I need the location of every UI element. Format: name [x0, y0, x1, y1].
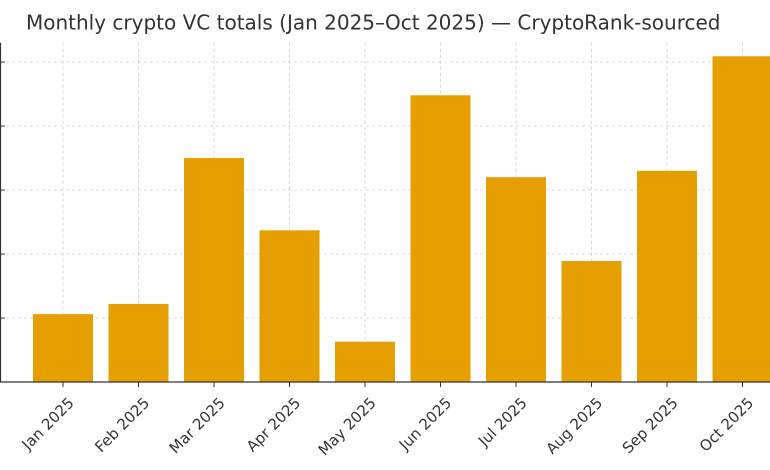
- chart-title: Monthly crypto VC totals (Jan 2025–Oct 2…: [26, 11, 720, 35]
- bar: [335, 341, 395, 382]
- bar: [33, 314, 93, 382]
- x-tick-label: Jan 2025: [18, 394, 78, 454]
- bar: [108, 303, 169, 382]
- x-tick-label: Jul 2025: [474, 394, 531, 451]
- x-tick-label: Feb 2025: [91, 394, 153, 456]
- x-tick-label: Oct 2025: [696, 394, 757, 455]
- bar: [259, 230, 320, 382]
- bar: [712, 56, 770, 383]
- bar: [184, 158, 244, 382]
- bar: [637, 170, 697, 382]
- bar: [561, 261, 622, 382]
- x-tick-label: Apr 2025: [243, 394, 304, 455]
- x-tick-label: Jun 2025: [395, 394, 455, 454]
- x-tick-label: Mar 2025: [166, 394, 229, 457]
- x-tick-label: Sep 2025: [619, 394, 682, 457]
- bar: [486, 177, 546, 382]
- x-tick-label: Aug 2025: [542, 394, 606, 458]
- x-tick-label: May 2025: [315, 394, 380, 459]
- bar: [410, 95, 471, 382]
